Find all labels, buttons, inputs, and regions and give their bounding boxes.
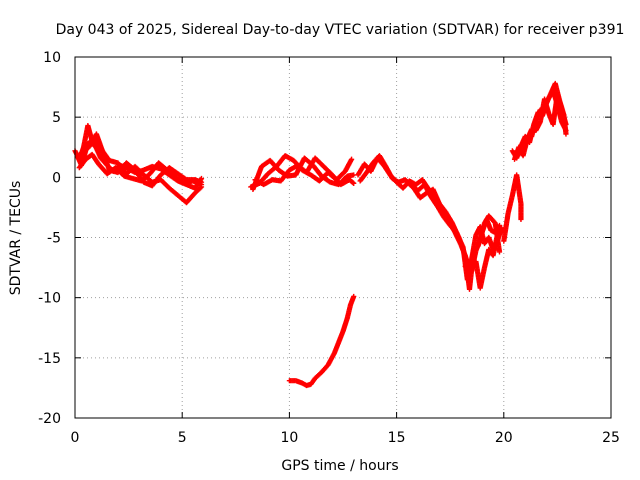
data-point <box>496 249 503 255</box>
y-tick-label: -10 <box>38 291 61 307</box>
y-tick-label: 0 <box>52 170 61 186</box>
data-point <box>518 216 524 223</box>
chart-title: Day 043 of 2025, Sidereal Day-to-day VTE… <box>56 22 625 38</box>
grid <box>75 57 611 418</box>
y-axis-label: SDTVAR / TECUs <box>8 181 24 296</box>
y-tick-label: -5 <box>47 231 61 247</box>
x-tick-label: 20 <box>495 430 513 446</box>
x-tick-label: 10 <box>280 430 298 446</box>
x-axis-label: GPS time / hours <box>281 458 398 474</box>
axis-ticks: 0 5 10 15 20 25 10 5 0 -5 -10 -15 -20 <box>38 50 620 446</box>
y-tick-label: -15 <box>38 351 61 367</box>
data-points <box>72 80 569 389</box>
data-point <box>348 156 355 162</box>
data-point <box>563 127 569 134</box>
x-tick-label: 5 <box>178 430 187 446</box>
y-tick-label: 10 <box>43 50 61 66</box>
data-point <box>350 180 356 186</box>
y-tick-label: -20 <box>38 411 61 427</box>
y-tick-label: 5 <box>52 110 61 126</box>
data-point <box>496 222 503 229</box>
data-point <box>198 179 205 185</box>
x-tick-label: 15 <box>388 430 406 446</box>
x-tick-label: 25 <box>602 430 620 446</box>
x-tick-label: 0 <box>71 430 80 446</box>
data-point <box>351 293 357 300</box>
data-point <box>351 180 357 186</box>
